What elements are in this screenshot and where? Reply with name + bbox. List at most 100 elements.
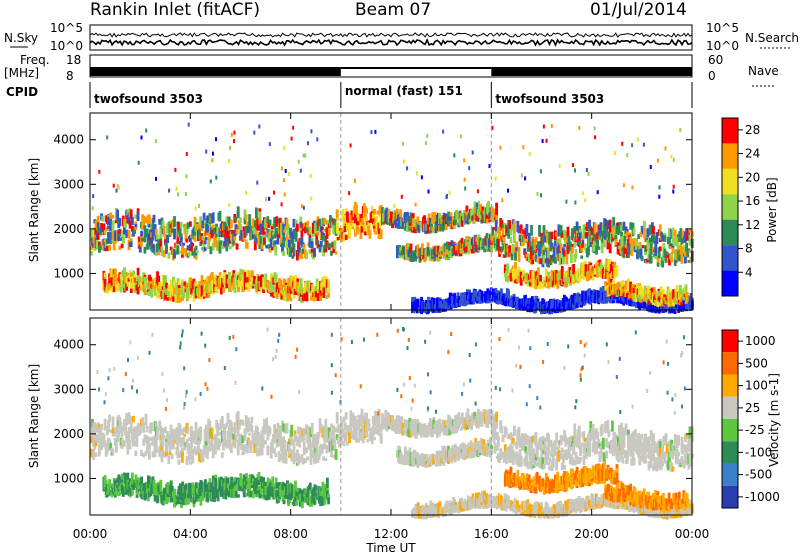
velocity-cell (206, 447, 209, 459)
velocity-cell (325, 445, 329, 454)
power-cell (123, 276, 126, 283)
velocity-cell (199, 426, 203, 438)
power-cell (541, 236, 545, 248)
power-cell (209, 179, 212, 184)
velocity-cell (145, 429, 149, 433)
power-cell (316, 137, 319, 142)
power-cell (275, 216, 279, 227)
velocity-cell (236, 411, 240, 423)
velocity-cell (154, 422, 158, 430)
velocity-cell (435, 429, 439, 438)
power-cell (673, 311, 677, 314)
power-cell (152, 282, 156, 290)
velocity-cell (183, 433, 187, 437)
power-cell (449, 216, 453, 222)
power-cell (267, 232, 271, 242)
velocity-cell (148, 456, 151, 460)
power-cell (200, 275, 204, 286)
power-cell (289, 246, 292, 252)
power-cell (326, 242, 330, 249)
power-cell (672, 236, 676, 246)
power-cell (401, 141, 404, 146)
velocity-cell (338, 434, 341, 446)
power-cell (324, 219, 328, 225)
cpid-segment-label: twofsound 3503 (495, 92, 604, 106)
power-cell (477, 200, 480, 205)
power-cell (590, 227, 594, 236)
velocity-cell (144, 450, 148, 456)
power-cell (623, 235, 627, 243)
power-cell (207, 289, 211, 296)
velocity-cell (352, 430, 356, 441)
power-cell (599, 232, 603, 239)
velocity-cell (264, 440, 267, 445)
power-cell (648, 237, 652, 243)
power-cell (250, 272, 254, 285)
velocity-cell (294, 455, 298, 462)
power-cell (258, 124, 261, 129)
nsky-tick-bottom: 10^0 (50, 39, 83, 53)
power-cell (552, 249, 556, 262)
velocity-cell (96, 426, 100, 432)
power-colorbar-frame (721, 117, 739, 297)
velocity-cell (289, 448, 292, 456)
power-cell (292, 295, 296, 299)
power-cell (608, 300, 612, 304)
power-cell (306, 141, 309, 146)
power-cell (157, 252, 160, 256)
power-cell (621, 280, 624, 293)
power-cell (145, 290, 149, 294)
power-cell (499, 145, 502, 150)
power-cell (687, 233, 691, 236)
power-cell (622, 183, 625, 188)
power-cell (330, 250, 333, 256)
power-cell (99, 244, 102, 250)
power-cell (643, 220, 646, 233)
velocity-cell (185, 458, 189, 463)
power-cell (283, 237, 287, 241)
velocity-cell (227, 431, 231, 438)
power-cell (548, 231, 552, 239)
power-cell (613, 231, 617, 239)
power-cell (102, 223, 106, 235)
velocity-cell (268, 427, 272, 434)
velocity-cell (191, 448, 195, 454)
velocity-cell (165, 442, 168, 451)
power-cell (648, 224, 652, 236)
velocity-cell (90, 448, 93, 458)
power-cell (258, 211, 262, 220)
power-cell (374, 229, 377, 235)
velocity-cell (115, 440, 118, 453)
velocity-cell (344, 412, 348, 420)
velocity-cell (403, 420, 407, 428)
velocity-cell (240, 438, 243, 451)
power-cell (500, 288, 503, 300)
power-cell (131, 225, 134, 232)
velocity-cell (135, 435, 139, 447)
power-cell (547, 271, 550, 282)
power-cell (336, 226, 340, 230)
power-cell (321, 226, 324, 230)
power-cell (510, 253, 514, 257)
power-cell (225, 247, 229, 252)
power-cell (209, 246, 213, 255)
velocity-cell (307, 426, 311, 439)
velocity-cell (332, 454, 336, 459)
power-cell (287, 172, 290, 176)
power-cell (656, 262, 660, 267)
power-cell (673, 259, 677, 266)
velocity-cell (296, 449, 299, 457)
power-cell (677, 309, 680, 313)
power-cell (593, 223, 597, 234)
power-cell (374, 129, 377, 134)
power-cell (624, 244, 628, 248)
velocity-cell (224, 425, 228, 429)
power-cell (266, 216, 270, 223)
power-cell (362, 225, 366, 229)
power-cell (157, 275, 161, 286)
power-cell (225, 274, 229, 281)
power-cell (110, 268, 114, 278)
power-cell (630, 247, 634, 257)
power-cell (536, 267, 540, 280)
power-cell (507, 188, 509, 193)
